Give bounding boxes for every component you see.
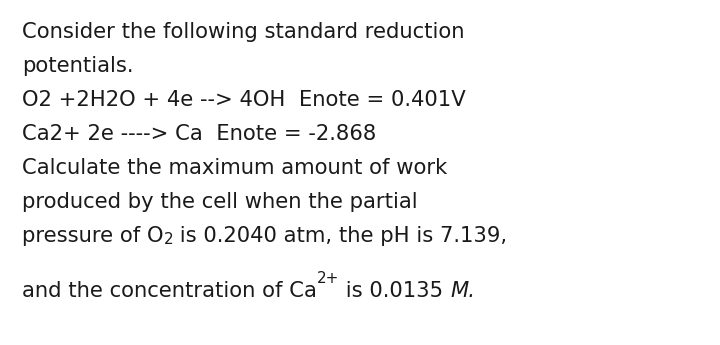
Text: produced by the cell when the partial: produced by the cell when the partial bbox=[22, 192, 418, 212]
Text: and the concentration of Ca: and the concentration of Ca bbox=[22, 281, 317, 301]
Text: pressure of O: pressure of O bbox=[22, 226, 163, 246]
Text: 2+: 2+ bbox=[317, 271, 339, 286]
Text: Consider the following standard reduction: Consider the following standard reductio… bbox=[22, 22, 464, 42]
Text: Calculate the maximum amount of work: Calculate the maximum amount of work bbox=[22, 158, 447, 178]
Text: M.: M. bbox=[450, 281, 475, 301]
Text: is 0.2040 atm, the pH is 7.139,: is 0.2040 atm, the pH is 7.139, bbox=[173, 226, 508, 246]
Text: potentials.: potentials. bbox=[22, 56, 133, 76]
Text: Ca2+ 2e ----> Ca  Enote = -2.868: Ca2+ 2e ----> Ca Enote = -2.868 bbox=[22, 124, 377, 144]
Text: 2: 2 bbox=[163, 232, 173, 247]
Text: is 0.0135: is 0.0135 bbox=[339, 281, 450, 301]
Text: O2 +2H2O + 4e --> 4OH  Enote = 0.401V: O2 +2H2O + 4e --> 4OH Enote = 0.401V bbox=[22, 90, 466, 110]
